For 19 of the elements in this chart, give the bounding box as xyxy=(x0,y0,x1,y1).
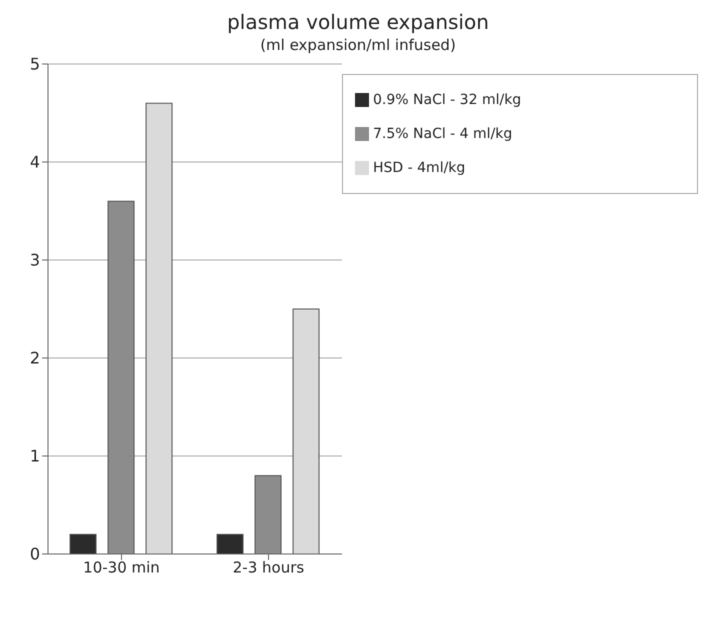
x-tick-label: 2-3 hours xyxy=(232,558,304,577)
bar xyxy=(216,534,244,554)
legend-label: 0.9% NaCl - 32 ml/kg xyxy=(373,92,522,108)
bar xyxy=(254,475,282,554)
bar xyxy=(292,308,320,554)
y-tick-label: 1 xyxy=(30,446,40,466)
y-tick-label: 4 xyxy=(30,152,40,172)
y-tick-label: 0 xyxy=(30,544,40,564)
bar xyxy=(108,200,135,554)
bar xyxy=(70,534,97,554)
legend-label: HSD - 4ml/kg xyxy=(373,160,466,176)
y-tick-label: 5 xyxy=(30,54,40,74)
chart-title: plasma volume expansion xyxy=(226,10,490,34)
x-tick-label: 10-30 min xyxy=(83,558,160,577)
chart-subtitle: (ml expansion/ml infused) xyxy=(259,36,457,54)
y-tick-label: 3 xyxy=(30,250,40,270)
legend-label: 7.5% NaCl - 4 ml/kg xyxy=(373,126,512,142)
y-tick-label: 2 xyxy=(30,348,40,368)
bar xyxy=(146,102,173,554)
